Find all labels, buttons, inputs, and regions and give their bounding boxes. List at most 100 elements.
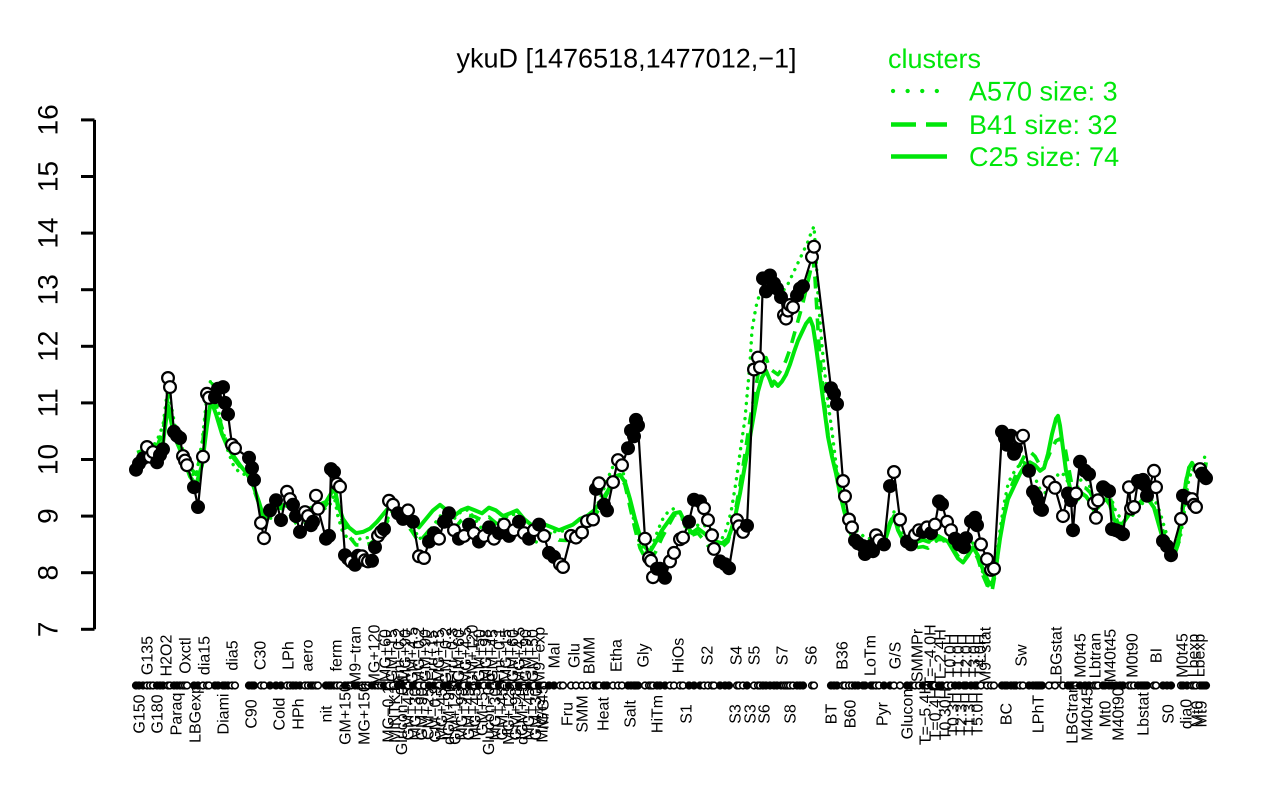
svg-text:T=−5.4H: T=−5.4H: [918, 683, 935, 745]
svg-text:CM+25: CM+25: [421, 688, 438, 740]
svg-text:MG−0.2: MG−0.2: [411, 627, 428, 684]
svg-text:SMMPr: SMMPr: [910, 628, 927, 682]
svg-text:GM+120: GM+120: [465, 624, 482, 686]
svg-text:M40t90: M40t90: [1111, 687, 1128, 740]
svg-text:G180: G180: [150, 694, 167, 733]
svg-text:C25 size: 74: C25 size: 74: [969, 142, 1119, 172]
svg-text:MG−0.1: MG−0.1: [381, 685, 398, 742]
svg-text:S7: S7: [775, 646, 792, 666]
svg-text:MG+120: MG+120: [367, 624, 384, 686]
svg-text:LPh: LPh: [281, 641, 298, 669]
svg-text:Gly: Gly: [636, 644, 653, 668]
svg-text:9: 9: [33, 508, 64, 524]
svg-text:GM+90: GM+90: [518, 629, 535, 682]
svg-text:S3: S3: [728, 704, 745, 724]
svg-text:Lbtran: Lbtran: [1088, 633, 1105, 678]
svg-text:GM+60: GM+60: [505, 629, 522, 682]
svg-text:G135: G135: [140, 636, 157, 675]
svg-text:ykuD [1476518,1477012,−1]: ykuD [1476518,1477012,−1]: [456, 44, 796, 74]
svg-text:BMM: BMM: [582, 637, 599, 674]
svg-text:LoTm: LoTm: [863, 635, 880, 676]
svg-text:MG+45: MG+45: [434, 687, 451, 740]
svg-text:Fru−0.1: Fru−0.1: [491, 628, 508, 684]
svg-text:GM−0.2: GM−0.2: [438, 627, 455, 684]
svg-text:Paraq: Paraq: [169, 693, 186, 736]
svg-text:T3.0H: T3.0H: [967, 634, 984, 678]
svg-text:11: 11: [33, 388, 64, 417]
svg-text:MG+15: MG+15: [431, 629, 448, 682]
svg-text:dia15: dia15: [197, 636, 214, 675]
svg-text:M40t45: M40t45: [1080, 687, 1097, 740]
svg-text:S6: S6: [804, 646, 821, 666]
svg-text:Mt0: Mt0: [1190, 701, 1207, 728]
svg-text:Glu: Glu: [567, 643, 584, 668]
svg-text:M/G+45: M/G+45: [535, 685, 552, 742]
svg-text:MG+98: MG+98: [478, 629, 495, 682]
svg-text:C30: C30: [253, 641, 270, 670]
svg-text:Salt: Salt: [623, 700, 640, 728]
svg-text:dia0: dia0: [1179, 699, 1196, 729]
svg-text:ferm: ferm: [329, 640, 346, 672]
svg-text:GM−0.9: GM−0.9: [427, 685, 444, 742]
svg-text:S4: S4: [729, 646, 746, 666]
svg-text:T2.0H: T2.0H: [959, 634, 976, 678]
svg-text:M9−stat: M9−stat: [978, 626, 995, 684]
svg-text:MG+90: MG+90: [398, 629, 415, 682]
svg-text:BT: BT: [824, 704, 841, 725]
svg-text:MG+15: MG+15: [498, 629, 515, 682]
svg-text:GM+45: GM+45: [485, 629, 502, 682]
svg-text:Fru: Fru: [560, 702, 577, 726]
svg-text:S1: S1: [679, 704, 696, 724]
svg-text:dGM+45: dGM+45: [515, 683, 532, 745]
svg-text:T=−4.0H: T=−4.0H: [923, 624, 940, 686]
svg-text:B60: B60: [843, 700, 860, 729]
svg-text:Fru−0.2: Fru−0.2: [391, 628, 408, 684]
svg-text:GM+50: GM+50: [525, 629, 542, 682]
svg-text:G150: G150: [132, 694, 149, 733]
svg-text:Mal: Mal: [547, 643, 564, 669]
svg-text:S5: S5: [747, 646, 764, 666]
svg-text:GM+45: GM+45: [461, 687, 478, 740]
svg-text:T4.0H: T4.0H: [973, 634, 990, 678]
svg-text:A570 size: 3: A570 size: 3: [969, 77, 1118, 107]
svg-text:H2O2: H2O2: [159, 635, 176, 677]
svg-text:dia5: dia5: [225, 640, 242, 670]
svg-text:Mt0: Mt0: [1098, 701, 1115, 728]
svg-text:MG+150: MG+150: [357, 683, 374, 745]
svg-text:Heat: Heat: [596, 697, 613, 731]
svg-text:GM+150: GM+150: [338, 683, 355, 745]
svg-text:T5.0H: T5.0H: [970, 692, 987, 736]
svg-text:MG+98: MG+98: [454, 687, 471, 740]
svg-text:GM+50: GM+50: [471, 629, 488, 682]
svg-text:GM+125: GM+125: [448, 683, 465, 745]
svg-text:7: 7: [33, 622, 64, 638]
svg-text:S8: S8: [783, 704, 800, 724]
svg-text:nit: nit: [319, 705, 336, 722]
svg-text:T=0.4H: T=0.4H: [928, 688, 945, 741]
svg-text:M0t45: M0t45: [1175, 633, 1192, 678]
svg-text:T1.3H: T1.3H: [962, 692, 979, 736]
svg-text:Oxctl: Oxctl: [178, 637, 195, 673]
svg-text:8: 8: [33, 565, 64, 581]
svg-text:dGM+90: dGM+90: [441, 683, 458, 745]
svg-text:M9−exp: M9−exp: [532, 627, 549, 684]
svg-text:16: 16: [33, 104, 64, 135]
svg-text:BI: BI: [1149, 648, 1166, 663]
svg-text:BC: BC: [999, 703, 1016, 725]
svg-text:MG+4.5: MG+4.5: [458, 627, 475, 684]
svg-text:T−2.4H: T−2.4H: [933, 629, 950, 682]
svg-text:10: 10: [33, 444, 64, 475]
svg-text:LBGstat: LBGstat: [1049, 626, 1066, 684]
svg-text:M/G: M/G: [536, 699, 553, 729]
svg-text:MG+30: MG+30: [407, 687, 424, 740]
svg-text:M0t45: M0t45: [1073, 633, 1090, 678]
svg-text:LBGtran: LBGtran: [1065, 684, 1082, 744]
svg-text:LBGexp: LBGexp: [188, 685, 205, 743]
svg-text:Lbstat: Lbstat: [1136, 692, 1153, 736]
svg-text:MG+4.5: MG+4.5: [512, 627, 529, 684]
svg-text:Mt9: Mt9: [1194, 701, 1211, 728]
svg-text:T2.3H: T2.3H: [954, 692, 971, 736]
svg-text:Etha: Etha: [609, 639, 626, 672]
svg-text:T0.3H: T0.3H: [946, 692, 963, 736]
svg-text:HPh: HPh: [291, 698, 308, 729]
